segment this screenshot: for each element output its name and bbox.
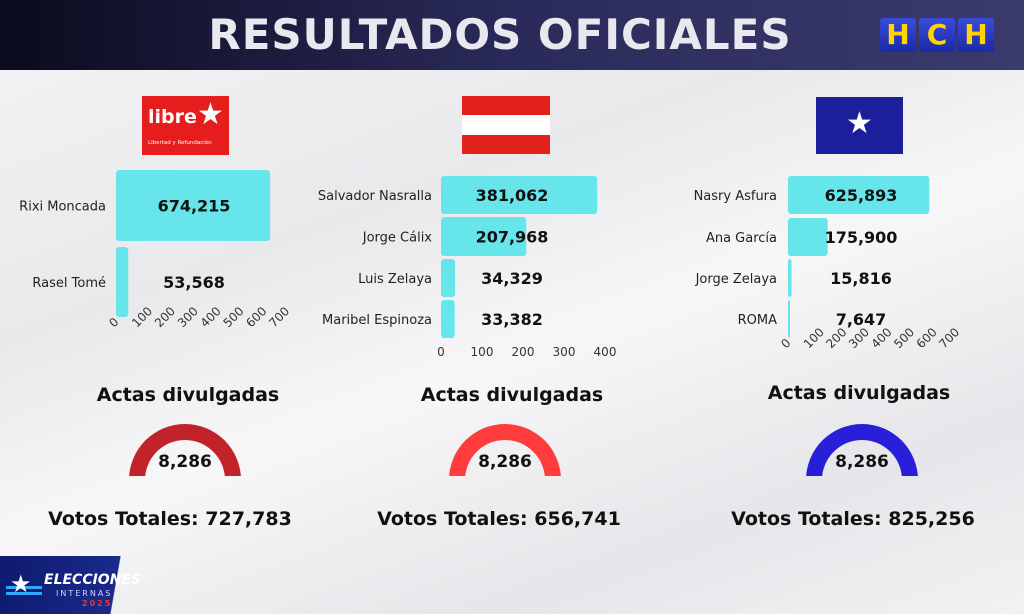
bar (441, 176, 598, 214)
star-icon: ★ (197, 97, 224, 132)
votos-totales-nacional: Votos Totales: 825,256 (731, 508, 975, 530)
actas-label-nacional: Actas divulgadas (767, 382, 951, 404)
category-label: ROMA (738, 313, 777, 328)
tick-label: 700 (936, 325, 962, 351)
bar (441, 300, 455, 338)
category-label: Ana García (706, 231, 777, 246)
flag-stripe-white (462, 115, 550, 135)
category-label: Rasel Tomé (32, 276, 106, 291)
gauge-value: 8,286 (158, 452, 212, 472)
data-label: 625,893 (825, 186, 898, 205)
star-icon: ★ (10, 570, 32, 598)
logo-line-internas: INTERNAS (56, 589, 113, 598)
gauge-value: 8,286 (835, 452, 889, 472)
category-label: Maribel Espinoza (322, 313, 432, 328)
elecciones-internas-logo: ★ ELECCIONES INTERNAS 2025 (0, 556, 190, 614)
category-label: Salvador Nasralla (318, 189, 432, 204)
hch-logo-letter: H (880, 18, 916, 52)
libre-party-logo: libre ★ Libertad y Refundación (142, 96, 229, 155)
tick-label: 500 (891, 325, 917, 351)
tick-label: 200 (512, 345, 535, 359)
flag-stripe-red (462, 96, 550, 116)
tick-label: 100 (471, 345, 494, 359)
header-bar: RESULTADOS OFICIALES H C H (0, 0, 1024, 70)
category-label: Nasry Asfura (694, 189, 777, 204)
category-label: Jorge Zelaya (695, 272, 777, 287)
star-icon: ★ (846, 106, 873, 141)
tick-label: 300 (553, 345, 576, 359)
tick-label: 700 (266, 304, 292, 330)
actas-gauge-liberal: 8,286 (449, 424, 561, 476)
nacional-party-flag: ★ (816, 97, 903, 154)
data-label: 33,382 (481, 310, 543, 329)
hch-logo: H C H (880, 18, 994, 52)
bar (441, 259, 456, 297)
bar (441, 217, 527, 256)
tick-label: 600 (914, 325, 940, 351)
data-label: 175,900 (825, 228, 898, 247)
data-label: 207,968 (476, 228, 549, 247)
tick-label: 100 (801, 325, 827, 351)
actas-gauge-libre: 8,286 (129, 424, 241, 476)
tick-label: 400 (198, 304, 224, 330)
logo-line-elecciones: ELECCIONES (44, 572, 142, 588)
logo-stripes (6, 586, 42, 598)
actas-label-libre: Actas divulgadas (96, 384, 280, 406)
tick-label: 300 (175, 304, 201, 330)
logo-line-year: 2025 (82, 599, 113, 608)
bar (788, 300, 790, 338)
data-label: 53,568 (163, 273, 225, 292)
flag-stripe-red (462, 134, 550, 154)
category-label: Luis Zelaya (358, 272, 432, 287)
bar (116, 247, 129, 317)
tick-label: 500 (221, 304, 247, 330)
bar (788, 176, 930, 214)
bar (788, 218, 828, 256)
data-label: 34,329 (481, 269, 543, 288)
tick-label: 0 (437, 345, 445, 359)
tick-label: 400 (594, 345, 617, 359)
votos-totales-liberal: Votos Totales: 656,741 (377, 508, 621, 530)
bar (116, 170, 271, 241)
page-title: RESULTADOS OFICIALES (208, 10, 792, 59)
tick-label: 0 (778, 336, 793, 351)
data-label: 7,647 (836, 310, 887, 329)
actas-label-liberal: Actas divulgadas (420, 384, 604, 406)
gauge-value: 8,286 (478, 452, 532, 472)
category-label: Rixi Moncada (19, 200, 106, 215)
bar (788, 259, 792, 297)
libre-logo-subtitle: Libertad y Refundación (148, 140, 212, 146)
data-label: 381,062 (476, 186, 549, 205)
tick-label: 100 (129, 304, 155, 330)
hch-logo-letter: C (919, 18, 955, 52)
tick-label: 0 (106, 315, 121, 330)
category-label: Jorge Cálix (362, 231, 433, 246)
data-label: 15,816 (830, 269, 892, 288)
actas-gauge-nacional: 8,286 (806, 424, 918, 476)
hch-logo-letter: H (958, 18, 994, 52)
tick-label: 200 (152, 304, 178, 330)
libre-logo-word: libre (148, 106, 197, 128)
data-label: 674,215 (158, 197, 231, 216)
liberal-party-flag (462, 96, 550, 154)
tick-label: 600 (243, 304, 269, 330)
votos-totales-libre: Votos Totales: 727,783 (48, 508, 292, 530)
